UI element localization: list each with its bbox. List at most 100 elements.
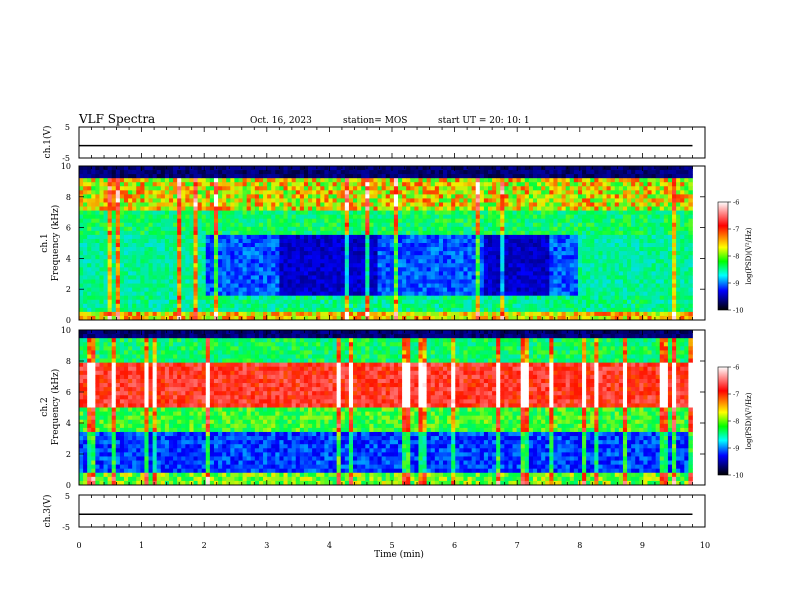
spectrogram-cell — [222, 279, 227, 284]
spectrogram-cell — [218, 255, 223, 260]
spectrogram-cell — [340, 226, 346, 232]
spectrogram-cell — [483, 263, 489, 268]
spectrogram-cell — [148, 174, 154, 179]
spectrogram-cell — [496, 307, 501, 313]
spectrogram-cell — [279, 202, 284, 207]
spectrogram-cell — [541, 295, 546, 301]
spectrogram-cell — [328, 178, 333, 183]
spectrogram-cell — [430, 295, 436, 301]
spectrogram-cell — [115, 271, 121, 276]
spectrogram-cell — [410, 251, 415, 256]
spectrogram-cell — [250, 279, 256, 284]
spectrogram-cell — [136, 259, 141, 264]
spectrogram-cell — [406, 283, 411, 288]
spectrogram-cell — [557, 299, 562, 305]
spectrogram-cell — [430, 198, 436, 203]
spectrogram-cell — [487, 275, 493, 280]
spectrogram-cell — [201, 303, 207, 309]
spectrogram-cell — [279, 210, 284, 216]
spectrogram-cell — [467, 287, 473, 293]
spectrogram-cell — [508, 299, 513, 305]
spectrogram-cell — [524, 210, 530, 216]
spectrogram-cell — [447, 170, 452, 175]
spectrogram-cell — [230, 315, 235, 320]
spectrogram-cell — [365, 291, 370, 297]
spectrogram-cell — [328, 251, 333, 256]
spectrogram-cell — [438, 251, 444, 256]
spectrogram-cell — [565, 259, 571, 264]
spectrogram-cell — [222, 178, 227, 183]
spectrogram-cell — [377, 202, 383, 207]
spectrogram-cell — [582, 255, 587, 260]
spectrogram-cell — [577, 206, 583, 211]
spectrogram-cell — [83, 279, 88, 284]
spectrogram-cell — [193, 214, 199, 220]
spectrogram-cell — [209, 243, 215, 248]
spectrogram-cell — [205, 251, 211, 256]
spectrogram-cell — [234, 178, 239, 183]
spectrogram-cell — [185, 218, 190, 224]
spectrogram-cell — [160, 210, 166, 216]
spectrogram-cell — [324, 287, 329, 293]
spectrogram-cell — [512, 234, 518, 240]
spectrogram-cell — [148, 291, 154, 297]
spectrogram-cell — [443, 267, 448, 272]
spectrogram-cell — [393, 283, 399, 288]
spectrogram-cell — [545, 234, 550, 240]
spectrogram-cell — [569, 210, 575, 216]
spectrogram-cell — [283, 291, 288, 297]
spectrogram-cell — [197, 287, 203, 293]
spectrogram-cell — [218, 206, 223, 211]
spectrogram-cell — [197, 255, 203, 260]
spectrogram-cell — [426, 255, 432, 260]
spectrogram-cell — [389, 194, 395, 199]
spectrogram-cell — [586, 226, 591, 232]
spectrogram-cell — [258, 243, 264, 248]
spectrogram-cell — [140, 190, 145, 195]
spectrogram-cell — [328, 243, 333, 248]
spectrogram-cell — [418, 190, 423, 195]
spectrogram-cell — [348, 315, 354, 320]
spectrogram-cell — [87, 287, 92, 293]
spectrogram-cell — [541, 315, 546, 320]
spectrogram-cell — [83, 247, 88, 252]
spectrogram-cell — [152, 166, 158, 171]
spectrogram-cell — [275, 210, 280, 216]
spectrogram-cell — [393, 311, 399, 317]
spectrogram-cell — [181, 238, 186, 244]
spectrogram-cell — [295, 186, 301, 191]
spectrogram-cell — [553, 166, 558, 171]
spectrogram-cell — [594, 218, 599, 224]
spectrogram-cell — [107, 222, 113, 228]
spectrogram-cell — [308, 299, 313, 305]
spectrogram-cell — [181, 279, 186, 284]
spectrogram-cell — [430, 194, 436, 199]
spectrogram-cell — [246, 178, 252, 183]
spectrogram-cell — [119, 291, 125, 297]
spectrogram-cell — [602, 238, 607, 244]
spectrogram-cell — [389, 222, 395, 228]
spectrogram-cell — [242, 198, 248, 203]
spectrogram-cell — [582, 295, 587, 301]
spectrogram-cell — [312, 194, 317, 199]
spectrogram-cell — [119, 190, 125, 195]
spectrogram-cell — [295, 311, 301, 317]
spectrogram-cell — [357, 307, 362, 313]
spectrogram-cell — [328, 255, 333, 260]
spectrogram-cell — [181, 263, 186, 268]
spectrogram-cell — [123, 166, 129, 171]
spectrogram-cell — [128, 170, 133, 175]
spectrogram-cell — [504, 166, 509, 171]
spectrogram-cell — [160, 234, 166, 240]
spectrogram-cell — [500, 303, 505, 309]
spectrogram-cell — [144, 307, 149, 313]
spectrogram-cell — [410, 267, 415, 272]
spectrogram-cell — [136, 307, 141, 313]
spectrogram-cell — [340, 186, 346, 191]
spectrogram-cell — [168, 218, 174, 224]
spectrogram-cell — [123, 291, 129, 297]
spectrogram-cell — [271, 247, 276, 252]
spectrogram-cell — [189, 214, 194, 220]
spectrogram-cell — [340, 275, 346, 280]
ch1-waveform-panel: 5 -5 ch.1(V) — [42, 123, 706, 163]
